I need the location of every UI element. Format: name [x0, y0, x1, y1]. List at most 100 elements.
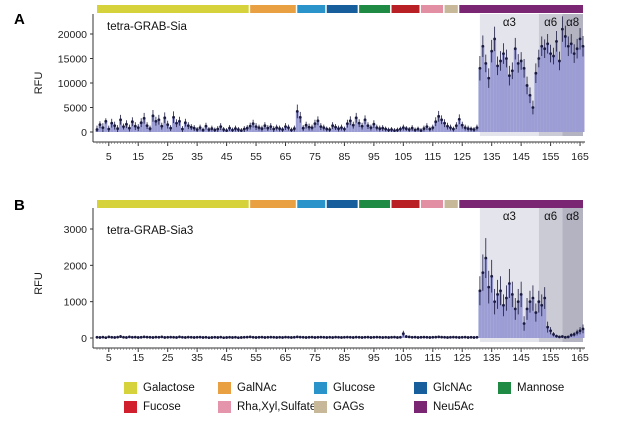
legend-label: Fucose	[143, 401, 181, 413]
data-point	[290, 336, 293, 339]
data-point	[540, 303, 544, 307]
data-point	[172, 115, 175, 119]
data-point	[413, 335, 417, 339]
x-tick-label: 55	[250, 352, 262, 364]
data-point	[136, 126, 140, 129]
data-point	[428, 336, 432, 339]
data-point	[460, 123, 464, 127]
data-point	[101, 335, 105, 339]
x-tick-label: 125	[453, 151, 471, 163]
data-point	[130, 120, 134, 124]
bar	[496, 294, 500, 338]
data-point	[322, 126, 326, 129]
data-point	[201, 128, 205, 132]
data-point	[569, 333, 573, 337]
bar	[549, 53, 553, 132]
bar	[572, 53, 576, 132]
data-point	[404, 335, 408, 338]
data-point	[175, 121, 178, 125]
data-point	[457, 336, 461, 339]
bar	[443, 123, 447, 132]
data-point	[151, 114, 155, 118]
data-point	[195, 335, 199, 339]
data-point	[410, 335, 414, 339]
data-point	[157, 335, 161, 339]
legend-item-glcnac: GlcNAc	[414, 381, 472, 395]
data-point	[166, 335, 170, 339]
data-point	[307, 335, 311, 339]
bar	[502, 53, 505, 132]
data-point	[242, 127, 246, 131]
y-axis-label: RFU	[33, 272, 45, 295]
bar	[313, 123, 317, 132]
bar	[139, 122, 143, 132]
data-point	[266, 335, 270, 339]
y-tick-label: 0	[81, 333, 87, 345]
legend-item-galnac: GalNAc	[218, 381, 277, 395]
data-point	[490, 274, 494, 278]
data-point	[231, 336, 234, 339]
data-point	[519, 293, 523, 296]
data-point	[478, 289, 482, 293]
bar	[522, 68, 526, 132]
data-point	[572, 332, 576, 336]
data-point	[437, 114, 441, 118]
data-point	[581, 44, 585, 48]
data-point	[525, 84, 529, 87]
bar	[499, 290, 502, 338]
data-point	[478, 66, 482, 70]
bar	[163, 117, 167, 132]
bar	[560, 29, 564, 133]
data-point	[384, 335, 388, 339]
data-point	[572, 52, 576, 55]
data-point	[181, 335, 184, 339]
legend-item-galactose: Galactose	[124, 381, 195, 395]
bar	[98, 124, 102, 132]
bar	[499, 60, 502, 133]
bar	[543, 48, 547, 133]
bar	[510, 294, 514, 338]
data-point	[519, 59, 523, 63]
bar	[546, 43, 550, 132]
data-point	[328, 128, 332, 131]
data-point	[216, 336, 220, 339]
data-point	[110, 335, 114, 339]
data-point	[357, 121, 361, 125]
class-bar-neu5ac-cap	[479, 200, 583, 208]
x-tick-label: 145	[512, 352, 530, 364]
data-point	[95, 128, 99, 131]
legend: Galactose GalNAc Glucose GlcNAc Mannose Fucos…	[124, 381, 604, 419]
data-point	[269, 125, 273, 129]
data-point	[419, 335, 423, 339]
data-point	[472, 336, 476, 339]
bar	[504, 58, 508, 132]
data-point	[440, 335, 444, 339]
data-point	[378, 335, 382, 339]
class-bar-glucose	[297, 200, 326, 208]
bar	[348, 120, 352, 132]
legend-swatch	[124, 401, 137, 413]
bar	[437, 116, 441, 132]
data-point	[443, 335, 446, 339]
data-point	[558, 335, 561, 339]
data-point	[466, 336, 470, 339]
bar	[537, 301, 541, 338]
bar	[478, 290, 482, 338]
data-point	[313, 122, 317, 126]
data-point	[119, 118, 122, 122]
data-point	[375, 126, 379, 129]
data-point	[387, 336, 390, 339]
data-point	[528, 93, 532, 97]
data-point	[475, 335, 479, 339]
bar	[531, 298, 535, 338]
x-tick-label: 155	[542, 352, 560, 364]
data-point	[549, 329, 552, 333]
data-point	[263, 124, 267, 128]
data-point	[407, 128, 411, 131]
data-point	[398, 127, 402, 131]
data-point	[175, 336, 178, 339]
data-point	[581, 327, 585, 331]
data-point	[154, 335, 158, 339]
data-point	[133, 124, 137, 128]
